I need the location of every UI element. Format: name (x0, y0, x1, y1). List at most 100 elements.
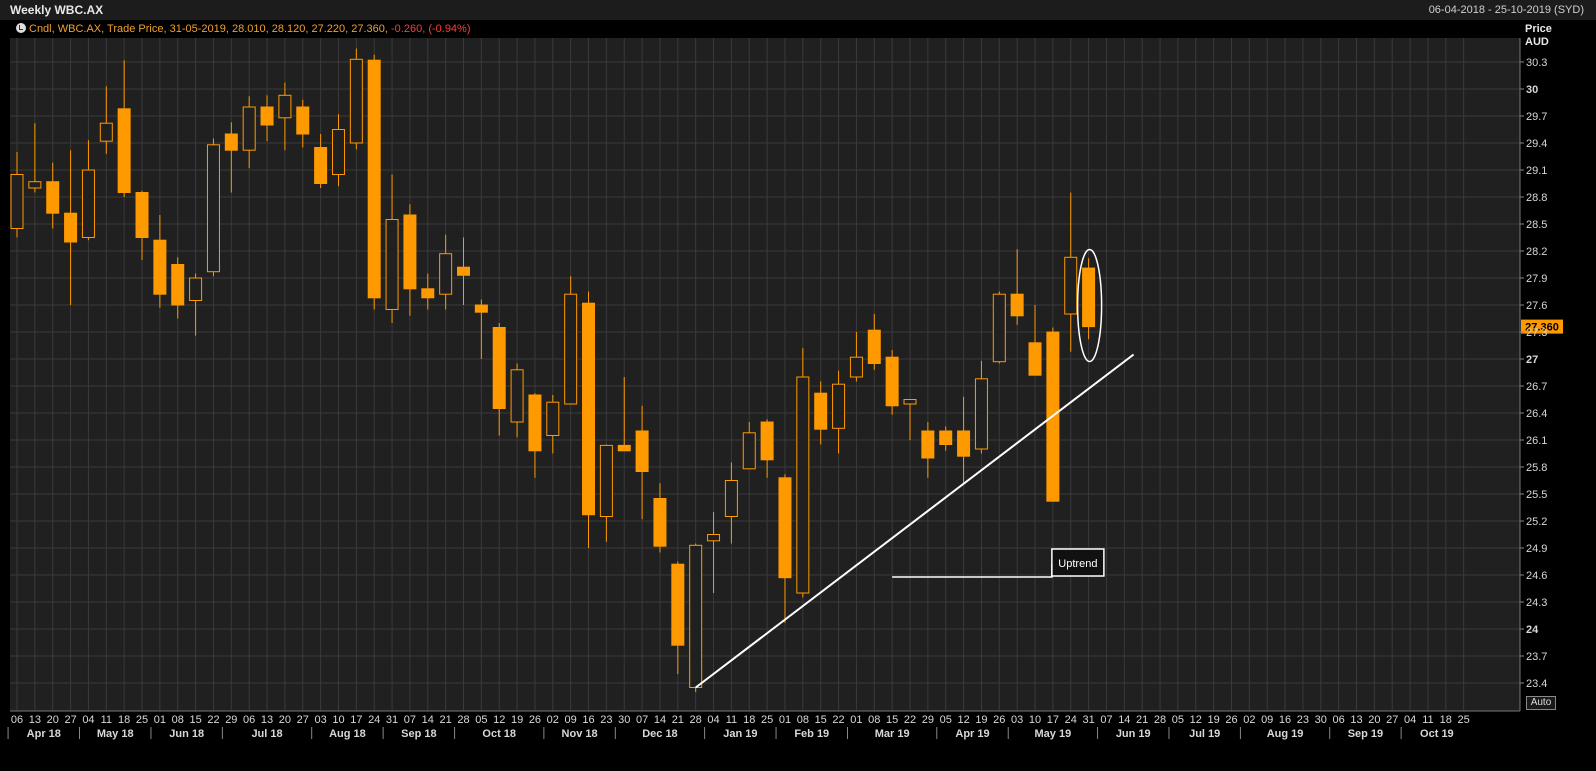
y-tick-label: 24.6 (1526, 570, 1547, 582)
candle-body-down (171, 264, 185, 306)
candle-body-down (528, 394, 542, 452)
y-tick-label: 30.3 (1526, 57, 1547, 69)
x-day-label: 18 (1440, 714, 1452, 726)
y-tick-label: 28.8 (1526, 192, 1547, 204)
candle-body-down (135, 192, 149, 238)
x-day-label: 05 (1172, 714, 1184, 726)
y-tick-label: 25.5 (1526, 489, 1547, 501)
auto-scale-button[interactable]: Auto (1526, 696, 1556, 710)
x-day-label: 17 (1047, 714, 1059, 726)
candle-body-down (260, 106, 274, 126)
candle-body-up (331, 129, 345, 175)
candle-body-down (867, 329, 881, 365)
legend-toggle-icon[interactable] (16, 23, 26, 33)
candle-body-up (903, 399, 917, 405)
price-axis-header: Price AUD (1525, 23, 1585, 49)
candle-body-up (10, 174, 24, 229)
candle-body-down (617, 444, 631, 452)
legend: Cndl, WBC.AX, Trade Price, 31-05-2019, 2… (16, 23, 471, 37)
x-axis: 06 13 20 27 04 11 18 25 01 08 15 22 29 06 13 20 27 03 10 17… (7, 710, 1520, 740)
x-month-label: Mar 19 (875, 728, 910, 740)
candle-body-up (832, 383, 846, 429)
x-day-label: 19 (975, 714, 987, 726)
x-month-label: Dec 18 (642, 728, 677, 740)
x-day-label: 23 (1297, 714, 1309, 726)
x-day-label: 11 (1422, 714, 1433, 726)
x-day-label: 28 (690, 714, 702, 726)
x-month-label: Jun 19 (1116, 728, 1151, 740)
x-day-label: 23 (600, 714, 612, 726)
legend-change: -0.260, (-0.94%) (391, 23, 471, 35)
candle-body-down (1010, 293, 1024, 317)
candle-body-down (778, 477, 792, 579)
x-month-label: Oct 18 (482, 728, 516, 740)
candle-body-up (992, 293, 1006, 363)
x-day-label: 26 (1225, 714, 1237, 726)
candle-body-down (635, 430, 649, 472)
x-day-label: 14 (422, 714, 434, 726)
candle-body-down (153, 239, 167, 295)
x-day-label: 19 (1207, 714, 1219, 726)
y-tick-label: 30 (1526, 84, 1538, 96)
x-day-label: 02 (1243, 714, 1255, 726)
last-price-label: 27.360 (1525, 322, 1559, 334)
candlestick-chart[interactable]: Uptrend 27.360 30.3 30 29.7 29.4 29.1 28.8 28.5… (0, 20, 1596, 771)
plot-area (10, 38, 1520, 711)
candle-body-down (367, 59, 381, 299)
x-day-label: 29 (225, 714, 237, 726)
candle-body-up (564, 293, 578, 405)
x-day-label: 20 (279, 714, 291, 726)
x-day-label: 06 (243, 714, 255, 726)
x-day-label: 06 (11, 714, 23, 726)
x-day-label: 12 (1190, 714, 1202, 726)
candle-body-down (1028, 342, 1042, 376)
candle-body-up (1064, 256, 1078, 315)
candle-body-down (46, 181, 60, 214)
x-day-label: 31 (386, 714, 398, 726)
candle-body-up (599, 444, 613, 517)
x-day-label: 30 (618, 714, 630, 726)
x-day-label: 26 (993, 714, 1005, 726)
candle-body-down (582, 302, 596, 516)
x-day-label: 31 (1082, 714, 1094, 726)
x-day-label: 27 (1386, 714, 1398, 726)
candle-body-down (653, 498, 667, 547)
candle-body-up (385, 219, 399, 310)
x-day-label: 24 (1065, 714, 1077, 726)
candle-body-up (510, 369, 524, 423)
candle-body-down (117, 108, 131, 193)
x-day-label: 08 (868, 714, 880, 726)
x-month-label: Apr 18 (27, 728, 61, 740)
x-month-label: Aug 19 (1267, 728, 1304, 740)
x-day-label: 24 (368, 714, 380, 726)
x-day-label: 11 (101, 714, 112, 726)
candle-body-down (457, 266, 470, 276)
candle-body-up (849, 356, 863, 378)
uptrend-label: Uptrend (1058, 558, 1097, 570)
date-range: 06-04-2018 - 25-10-2019 (SYD) (1428, 4, 1584, 16)
x-day-label: 27 (64, 714, 76, 726)
candle-body-down (403, 214, 417, 290)
candle-body-down (492, 327, 506, 409)
x-month-label: Jun 18 (169, 728, 204, 740)
candle-body-up (349, 58, 363, 144)
candle-body-down (885, 356, 899, 407)
x-day-label: 05 (475, 714, 487, 726)
y-tick-label: 29.7 (1526, 111, 1547, 123)
x-month-label: Apr 19 (955, 728, 989, 740)
x-day-label: 01 (779, 714, 791, 726)
y-tick-label: 23.7 (1526, 651, 1547, 663)
candle-body-up (707, 534, 721, 542)
x-day-label: 13 (29, 714, 41, 726)
x-day-label: 03 (314, 714, 326, 726)
x-day-label: 21 (672, 714, 684, 726)
legend-text: Cndl, WBC.AX, Trade Price, 31-05-2019, 2… (29, 23, 388, 35)
overlays: Uptrend 27.360 (695, 248, 1563, 689)
x-day-label: 16 (582, 714, 594, 726)
y-tick-label: 27 (1526, 354, 1538, 366)
y-tick-label: 23.4 (1526, 678, 1547, 690)
chart-title: Weekly WBC.AX (10, 3, 104, 17)
x-day-label: 03 (1011, 714, 1023, 726)
candle-body-down (421, 288, 435, 299)
x-day-label: 07 (404, 714, 416, 726)
